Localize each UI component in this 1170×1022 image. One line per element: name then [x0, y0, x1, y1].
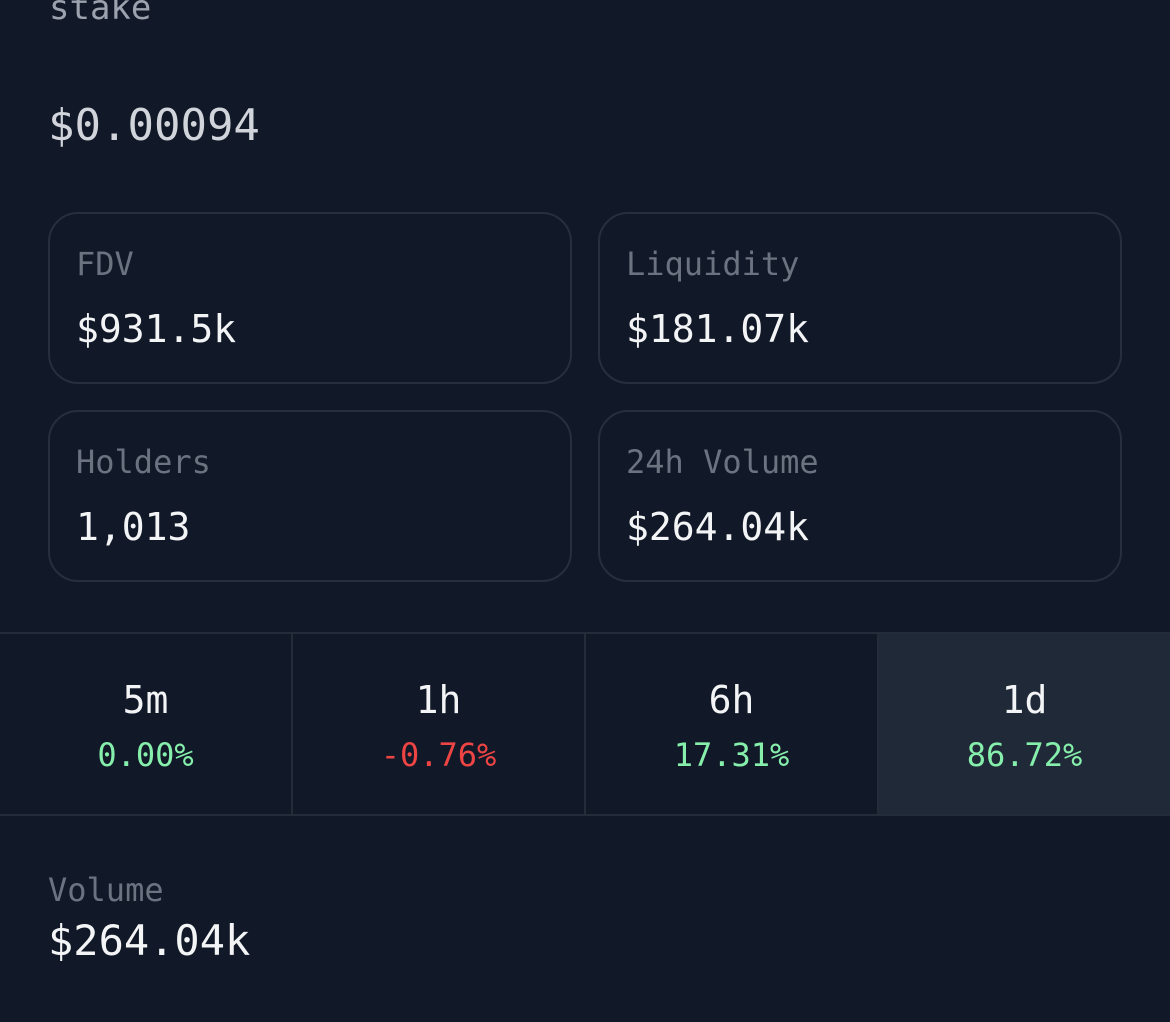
- volume-label: Volume: [48, 871, 164, 909]
- volume-value: $264.04k: [48, 916, 251, 965]
- tab-label: 5m: [122, 678, 169, 722]
- tab-6h[interactable]: 6h 17.31%: [586, 634, 879, 814]
- stat-label: 24h Volume: [626, 443, 819, 481]
- timeframe-tabs: 5m 0.00% 1h -0.76% 6h 17.31% 1d 86.72%: [0, 632, 1170, 816]
- tab-5m[interactable]: 5m 0.00%: [0, 634, 293, 814]
- stat-label: Liquidity: [626, 245, 800, 283]
- price-change: 17.31%: [673, 736, 790, 774]
- token-name: stake: [49, 0, 152, 28]
- tab-1d[interactable]: 1d 86.72%: [879, 634, 1170, 814]
- token-price: $0.00094: [48, 100, 260, 151]
- stat-value: $264.04k: [626, 505, 810, 549]
- price-change: -0.76%: [380, 736, 497, 774]
- price-change: 86.72%: [966, 736, 1083, 774]
- price-change: 0.00%: [97, 736, 194, 774]
- stat-label: Holders: [76, 443, 211, 481]
- tab-label: 1d: [1001, 678, 1048, 722]
- tab-label: 6h: [708, 678, 755, 722]
- stat-label: FDV: [76, 245, 134, 283]
- stat-card-holders: Holders 1,013: [48, 410, 572, 582]
- stat-card-liquidity: Liquidity $181.07k: [598, 212, 1122, 384]
- tab-1h[interactable]: 1h -0.76%: [293, 634, 586, 814]
- stat-value: 1,013: [76, 505, 191, 549]
- stat-card-24h-volume: 24h Volume $264.04k: [598, 410, 1122, 582]
- stats-grid: FDV $931.5k Liquidity $181.07k Holders 1…: [48, 212, 1122, 582]
- stat-value: $931.5k: [76, 307, 237, 351]
- stat-card-fdv: FDV $931.5k: [48, 212, 572, 384]
- stat-value: $181.07k: [626, 307, 810, 351]
- tab-label: 1h: [415, 678, 462, 722]
